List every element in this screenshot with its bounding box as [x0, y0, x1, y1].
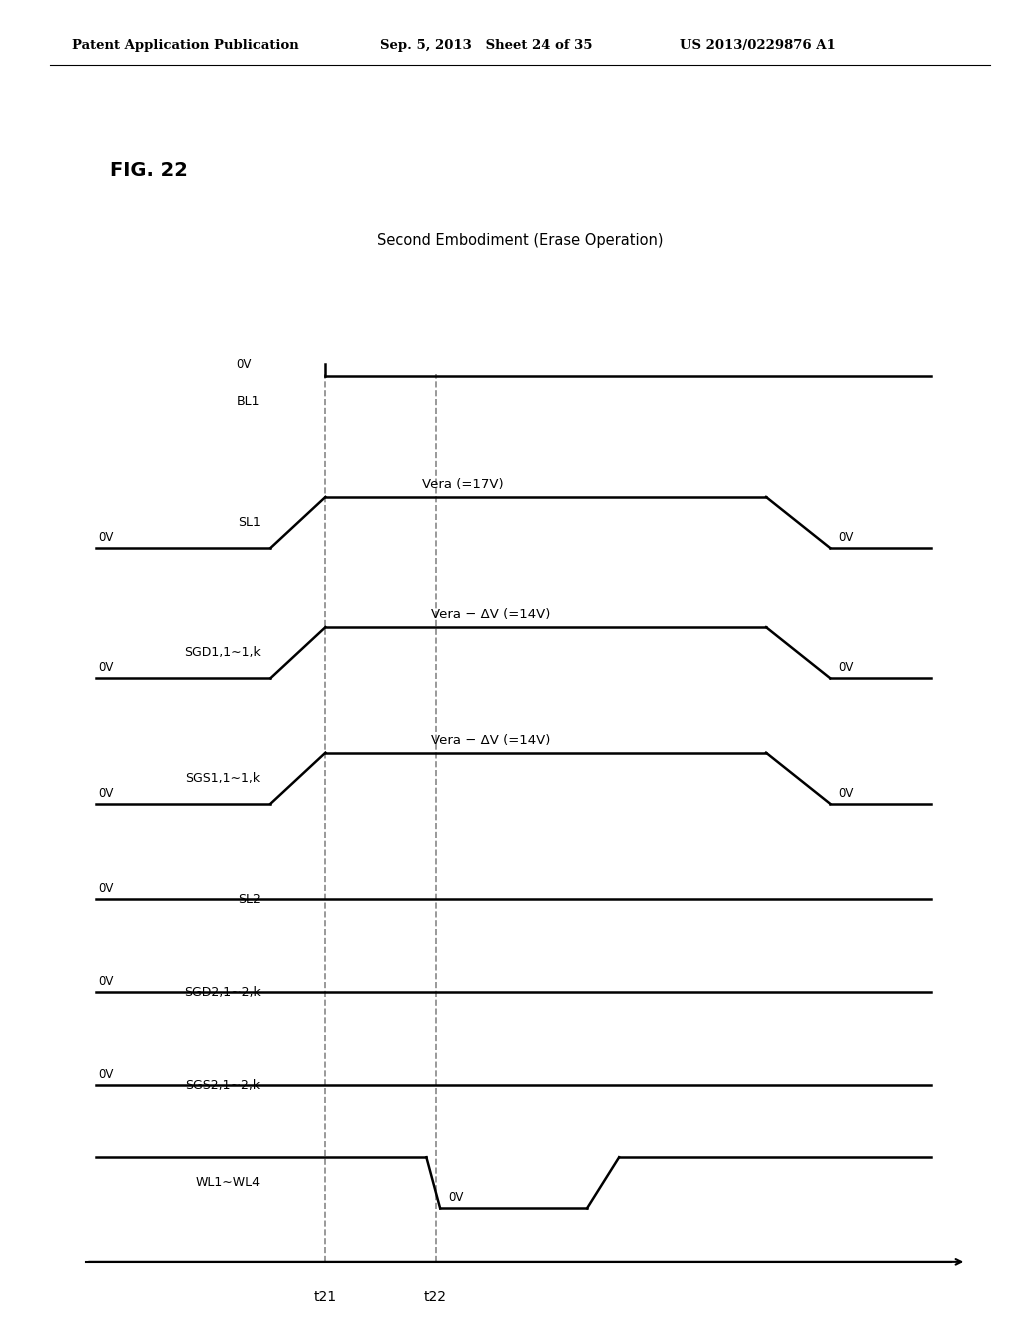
Text: SGS1,1∼1,k: SGS1,1∼1,k [185, 772, 261, 785]
Text: 0V: 0V [98, 531, 114, 544]
Text: 0V: 0V [98, 1068, 114, 1081]
Text: 0V: 0V [839, 787, 854, 800]
Text: SL1: SL1 [238, 516, 261, 529]
Text: BL1: BL1 [238, 395, 261, 408]
Text: Sep. 5, 2013   Sheet 24 of 35: Sep. 5, 2013 Sheet 24 of 35 [380, 38, 593, 51]
Text: 0V: 0V [839, 531, 854, 544]
Text: 0V: 0V [237, 358, 252, 371]
Text: SGS2,1∼2,k: SGS2,1∼2,k [185, 1078, 261, 1092]
Text: US 2013/0229876 A1: US 2013/0229876 A1 [680, 38, 836, 51]
Text: Vera − ΔV (=14V): Vera − ΔV (=14V) [431, 734, 550, 747]
Text: t22: t22 [424, 1290, 447, 1304]
Text: Second Embodiment (Erase Operation): Second Embodiment (Erase Operation) [377, 232, 664, 248]
Text: 0V: 0V [449, 1192, 464, 1204]
Text: t21: t21 [313, 1290, 337, 1304]
Text: Patent Application Publication: Patent Application Publication [72, 38, 299, 51]
Text: 0V: 0V [839, 661, 854, 675]
Text: 0V: 0V [98, 661, 114, 675]
Text: 0V: 0V [98, 787, 114, 800]
Text: SL2: SL2 [238, 892, 261, 906]
Text: WL1∼WL4: WL1∼WL4 [196, 1176, 261, 1189]
Text: FIG. 22: FIG. 22 [110, 161, 187, 180]
Text: SGD1,1∼1,k: SGD1,1∼1,k [184, 647, 261, 659]
Text: SGD2,1∼2,k: SGD2,1∼2,k [184, 986, 261, 999]
Text: Vera − ΔV (=14V): Vera − ΔV (=14V) [431, 609, 550, 622]
Text: 0V: 0V [98, 975, 114, 989]
Text: Vera (=17V): Vera (=17V) [422, 478, 504, 491]
Text: 0V: 0V [98, 882, 114, 895]
